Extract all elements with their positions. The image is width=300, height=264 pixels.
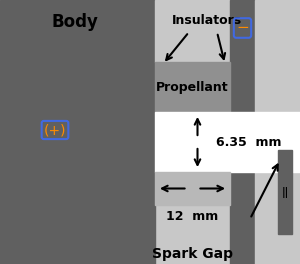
Text: Insulators: Insulators bbox=[172, 13, 242, 26]
Text: −: − bbox=[236, 21, 249, 35]
Bar bbox=[255, 0, 300, 264]
Bar bbox=[155, 62, 230, 112]
Text: Spark Gap: Spark Gap bbox=[152, 247, 233, 261]
Bar bbox=[278, 150, 292, 234]
Text: Propellant: Propellant bbox=[156, 81, 229, 93]
Bar bbox=[0, 0, 155, 264]
Bar bbox=[155, 0, 300, 62]
Text: 12  mm: 12 mm bbox=[167, 210, 219, 224]
Bar bbox=[230, 0, 255, 264]
Text: Body: Body bbox=[52, 13, 98, 31]
Bar bbox=[155, 112, 300, 172]
Text: ||: || bbox=[281, 186, 289, 197]
Text: 6.35  mm: 6.35 mm bbox=[215, 135, 281, 148]
Bar bbox=[155, 172, 230, 205]
Text: (+): (+) bbox=[44, 123, 66, 137]
